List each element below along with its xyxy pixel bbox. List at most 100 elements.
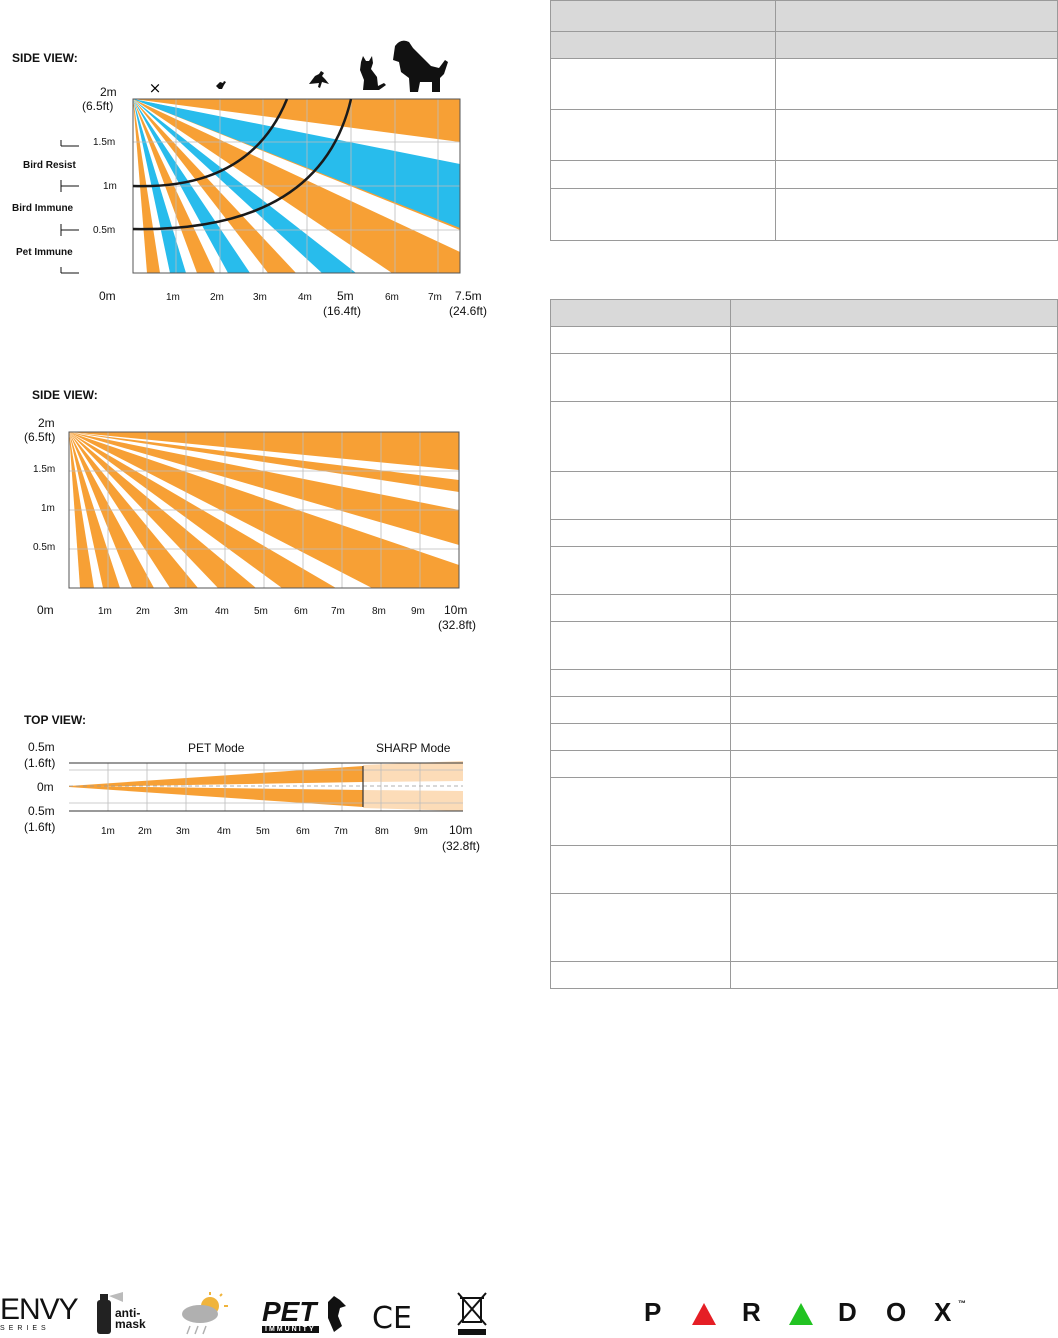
table-row bbox=[550, 471, 1058, 520]
detection-beam bbox=[133, 99, 460, 142]
table-row bbox=[550, 893, 1058, 962]
top-view-y-label: (1.6ft) bbox=[24, 820, 56, 834]
x-tick-label: 7.5m bbox=[455, 289, 482, 303]
top-view-y-label: (1.6ft) bbox=[24, 756, 56, 770]
x-tick-label-ft: (24.6ft) bbox=[449, 304, 488, 318]
table-header-row bbox=[550, 0, 1058, 32]
y-tick-label: 1m bbox=[103, 181, 117, 192]
side-view-heading-1: SIDE VIEW: bbox=[12, 51, 78, 65]
x-tick-label: 2m bbox=[136, 606, 150, 617]
table-row bbox=[550, 621, 1058, 670]
x-tick-label: 9m bbox=[411, 606, 425, 617]
y-label-top-ft: (6.5ft) bbox=[82, 99, 114, 113]
x-tick-label: 7m bbox=[428, 292, 442, 303]
x-tick-label: 5m bbox=[256, 826, 270, 837]
pet-mode-label: PET Mode bbox=[188, 741, 245, 755]
weee-bin-icon bbox=[457, 1292, 487, 1335]
top-view-diagram bbox=[69, 761, 463, 812]
x-tick-label: 9m bbox=[414, 826, 428, 837]
top-view-y-label: 0m bbox=[37, 780, 54, 794]
x-tick-label: 1m bbox=[98, 606, 112, 617]
x-tick-label: 6m bbox=[296, 826, 310, 837]
zone-label-bird-immune: Bird Immune bbox=[12, 203, 74, 214]
table-row bbox=[550, 326, 1058, 354]
x-tick-label: 4m bbox=[215, 606, 229, 617]
brand-letter: D bbox=[838, 1297, 857, 1327]
side-view-heading-2: SIDE VIEW: bbox=[32, 388, 98, 402]
x-tick-label: 2m bbox=[210, 292, 224, 303]
x-tick-label: 2m bbox=[138, 826, 152, 837]
brand-letter: O bbox=[886, 1297, 907, 1327]
x-tick-label: 7m bbox=[331, 606, 345, 617]
trademark: ™ bbox=[958, 1299, 966, 1308]
table-row bbox=[550, 696, 1058, 724]
envy-logo: ENVY SERIES bbox=[0, 1293, 79, 1333]
table-row bbox=[550, 546, 1058, 595]
side-view-diagram-1: × bbox=[60, 40, 461, 274]
table-row bbox=[550, 750, 1058, 778]
y-label-top-ft: (6.5ft) bbox=[24, 430, 56, 444]
y-tick-label: 0.5m bbox=[33, 542, 56, 553]
y-tick-label: 1.5m bbox=[93, 137, 116, 148]
top-view-y-label: 0.5m bbox=[28, 804, 55, 818]
x-tick-label: 5m bbox=[254, 606, 268, 617]
table-row bbox=[550, 353, 1058, 402]
table-row bbox=[550, 594, 1058, 622]
x-tick-label-ft: (16.4ft) bbox=[323, 304, 362, 318]
table-row bbox=[550, 961, 1058, 989]
table-row bbox=[550, 669, 1058, 697]
x-tick-label: 1m bbox=[101, 826, 115, 837]
paradox-brand-logo: P R D O X ™ bbox=[640, 1297, 980, 1331]
table-row bbox=[550, 845, 1058, 894]
x-tick-label: 3m bbox=[253, 292, 267, 303]
dog-icon bbox=[393, 40, 448, 92]
brand-letter: R bbox=[742, 1297, 761, 1327]
table-row bbox=[550, 777, 1058, 846]
table-row bbox=[550, 160, 1058, 189]
dog-head-icon bbox=[328, 1296, 346, 1332]
x-tick-label: 5m bbox=[337, 289, 354, 303]
table-row bbox=[550, 519, 1058, 547]
x-tick-label: 8m bbox=[372, 606, 386, 617]
y-label-top: 2m bbox=[100, 85, 117, 99]
small-bird-icon bbox=[216, 81, 226, 89]
spray-can-icon bbox=[97, 1292, 123, 1334]
y-tick-label: 1m bbox=[41, 503, 55, 514]
green-triangle-icon bbox=[789, 1303, 813, 1325]
cat-icon bbox=[360, 56, 386, 90]
detection-beam bbox=[133, 99, 460, 228]
x-tick-label-ft: (32.8ft) bbox=[442, 839, 481, 853]
table-row bbox=[550, 188, 1058, 241]
x-origin-label: 0m bbox=[37, 603, 54, 617]
table-header-row bbox=[550, 299, 1058, 327]
bird-icon bbox=[309, 71, 329, 88]
detection-beam bbox=[133, 99, 460, 142]
x-tick-label: 4m bbox=[217, 826, 231, 837]
top-view-heading: TOP VIEW: bbox=[24, 713, 87, 727]
x-tick-label: 1m bbox=[166, 292, 180, 303]
zone-label-bird-resist: Bird Resist bbox=[23, 160, 76, 171]
y-tick-label: 0.5m bbox=[93, 225, 116, 236]
bird-immune-curve bbox=[132, 98, 289, 188]
table-row bbox=[550, 58, 1058, 110]
anti-mask-logo: anti-mask bbox=[93, 1290, 155, 1336]
zone-label-pet-immune: Pet Immune bbox=[16, 247, 73, 258]
table-row bbox=[550, 31, 1058, 59]
x-tick-label: 8m bbox=[375, 826, 389, 837]
x-tick-label: 7m bbox=[334, 826, 348, 837]
x-tick-label: 6m bbox=[294, 606, 308, 617]
table-row bbox=[550, 723, 1058, 751]
x-origin-label: 0m bbox=[99, 289, 116, 303]
table-row bbox=[550, 109, 1058, 161]
x-tick-label: 3m bbox=[174, 606, 188, 617]
weather-icon bbox=[182, 1292, 228, 1335]
ce-mark: CE bbox=[372, 1301, 412, 1336]
brand-letter: P bbox=[644, 1297, 662, 1327]
sharp-mode-label: SHARP Mode bbox=[376, 741, 451, 755]
y-tick-label: 1.5m bbox=[33, 464, 56, 475]
spec-table-2 bbox=[550, 299, 1058, 989]
pet-immunity-logo: PET IMMUNITY bbox=[262, 1296, 357, 1338]
x-tick-label-ft: (32.8ft) bbox=[438, 618, 477, 632]
x-tick-label: 6m bbox=[385, 292, 399, 303]
side-view-diagram-2 bbox=[68, 431, 460, 589]
